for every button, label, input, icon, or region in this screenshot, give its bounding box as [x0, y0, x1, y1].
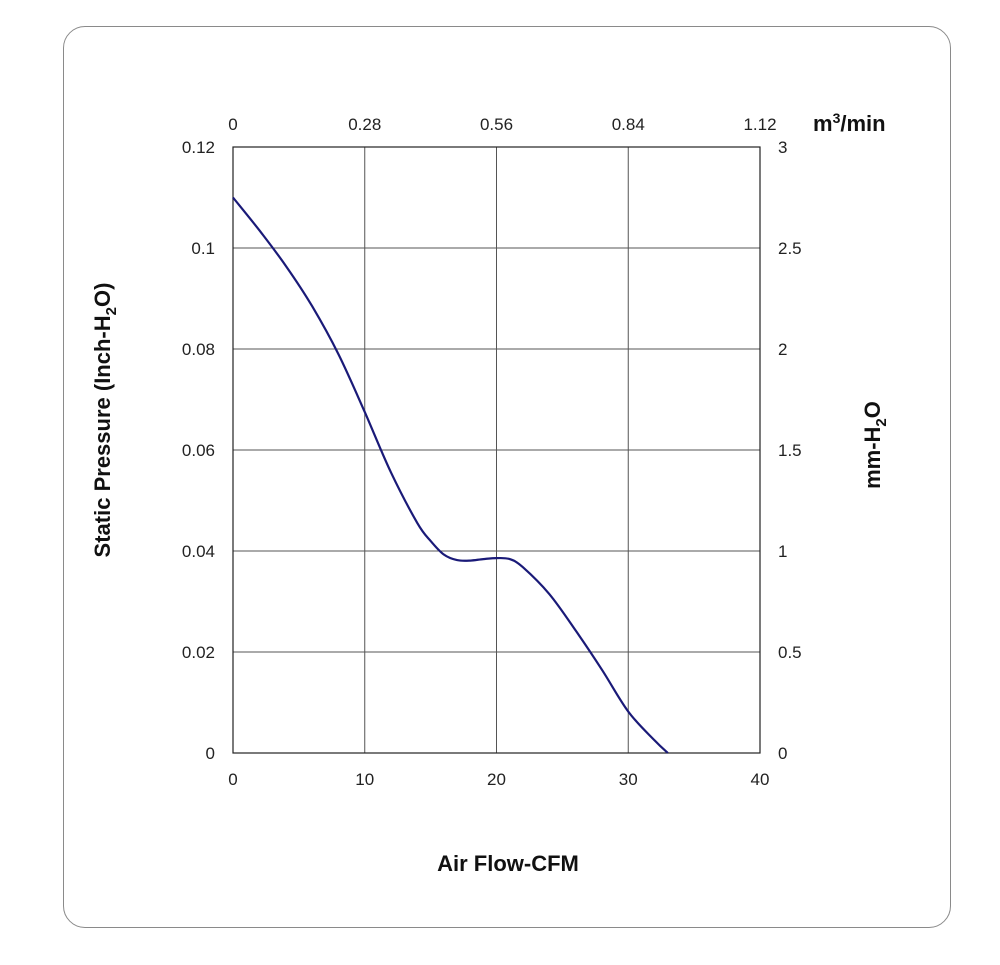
- x-top-tick-label: 0.84: [612, 115, 645, 134]
- y-left-tick-label: 0.12: [182, 138, 215, 157]
- y-right-tick-label: 1.5: [778, 441, 802, 460]
- y-left-tick-label: 0.02: [182, 643, 215, 662]
- y-right-tick-label: 0.5: [778, 643, 802, 662]
- x-axis-top-unit-label: m3/min: [813, 110, 886, 136]
- y-left-label-after: O): [90, 283, 115, 307]
- y-right-tick-label: 2: [778, 340, 787, 359]
- y-right-tick-label: 0: [778, 744, 787, 763]
- chart-frame: [63, 26, 951, 928]
- y-right-label-after: O: [860, 401, 885, 418]
- x-top-tick-label: 1.12: [743, 115, 776, 134]
- y-axis-left-label: Static Pressure (Inch-H2O): [90, 283, 120, 558]
- x-bottom-tick-label: 10: [355, 770, 374, 789]
- y-left-tick-label: 0.08: [182, 340, 215, 359]
- y-right-label-sub: 2: [873, 418, 890, 426]
- x-bottom-tick-label: 20: [487, 770, 506, 789]
- y-left-label-sub: 2: [103, 307, 120, 315]
- y-left-label-before: Static Pressure (Inch-H: [90, 315, 115, 557]
- x-top-tick-label: 0.28: [348, 115, 381, 134]
- plot-border: [232, 146, 761, 754]
- top-unit-sup: 3: [833, 110, 841, 126]
- x-bottom-tick-label: 0: [228, 770, 237, 789]
- x-bottom-tick-label: 30: [619, 770, 638, 789]
- pressure-flow-curve: [232, 196, 669, 754]
- series-layer: [232, 196, 669, 754]
- x-axis-bottom-label: Air Flow-CFM: [437, 851, 579, 876]
- y-left-tick-label: 0.1: [191, 239, 215, 258]
- y-right-tick-label: 1: [778, 542, 787, 561]
- y-left-tick-label: 0: [206, 744, 215, 763]
- y-right-label-before: mm-H: [860, 427, 885, 489]
- x-top-tick-label: 0.56: [480, 115, 513, 134]
- x-top-tick-label: 0: [228, 115, 237, 134]
- x-bottom-tick-label: 40: [751, 770, 770, 789]
- top-unit-rest: /min: [840, 111, 885, 136]
- y-right-tick-label: 3: [778, 138, 787, 157]
- y-axis-right-label: mm-H2O: [860, 401, 890, 489]
- top-unit-base: m: [813, 111, 833, 136]
- y-right-tick-label: 2.5: [778, 239, 802, 258]
- y-left-tick-label: 0.04: [182, 542, 215, 561]
- y-left-tick-label: 0.06: [182, 441, 215, 460]
- grid-lines: [233, 147, 760, 753]
